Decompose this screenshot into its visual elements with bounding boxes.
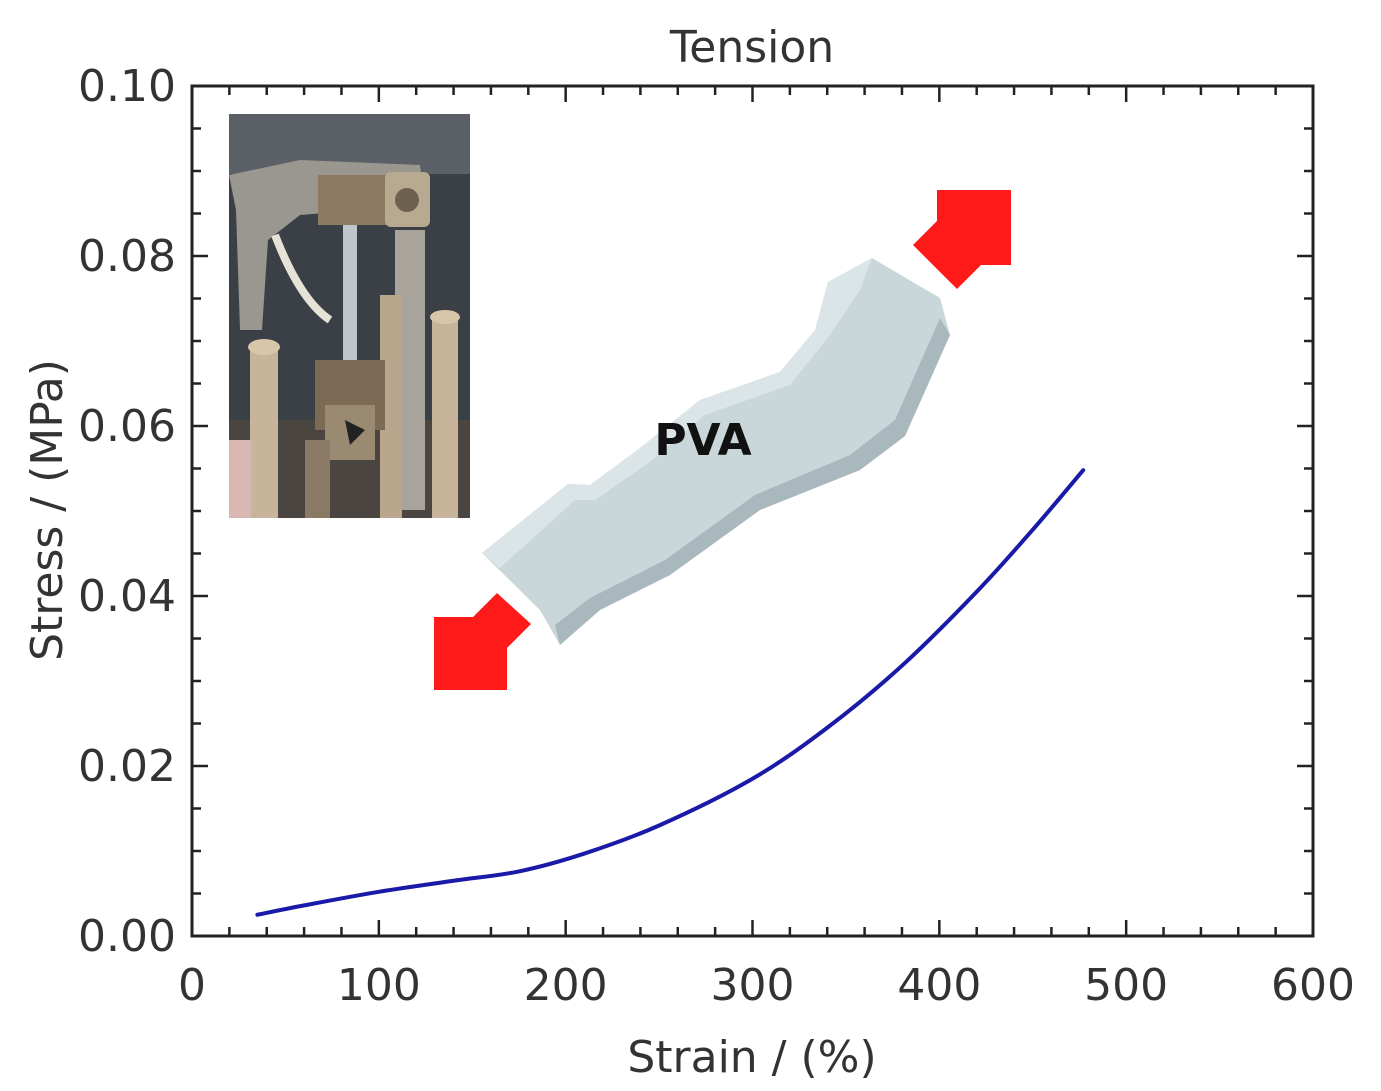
y-tick-label: 0.08 [78, 231, 176, 282]
x-tick-label: 500 [1084, 960, 1168, 1011]
pva-specimen: PVA [482, 258, 950, 645]
x-tick-label: 300 [711, 960, 795, 1011]
x-tick-label: 100 [337, 960, 421, 1011]
chart-title: Tension [669, 22, 834, 73]
tensile-tester-photo [229, 114, 470, 518]
y-axis-title: Stress / (MPa) [22, 359, 73, 661]
x-tick-label: 0 [178, 960, 206, 1011]
axis-ticks [190, 84, 1315, 938]
x-tick-labels: 0 100 200 300 400 500 600 [178, 960, 1355, 1011]
pva-label: PVA [654, 415, 751, 466]
y-tick-labels: 0.00 0.02 0.04 0.06 0.08 0.10 [78, 61, 176, 962]
series-line-pva [255, 468, 1086, 917]
y-tick-label: 0.02 [78, 741, 176, 792]
x-tick-label: 600 [1271, 960, 1355, 1011]
x-tick-label: 400 [897, 960, 981, 1011]
x-tick-label: 200 [524, 960, 608, 1011]
y-tick-label: 0.06 [78, 401, 176, 452]
series-layer [255, 468, 1086, 917]
arrow-lower-left [434, 593, 531, 690]
x-axis-title: Strain / (%) [627, 1032, 876, 1083]
y-tick-label: 0.04 [78, 571, 176, 622]
y-tick-label: 0.00 [78, 911, 176, 962]
arrow-upper-right [913, 190, 1011, 289]
y-tick-label: 0.10 [78, 61, 176, 112]
